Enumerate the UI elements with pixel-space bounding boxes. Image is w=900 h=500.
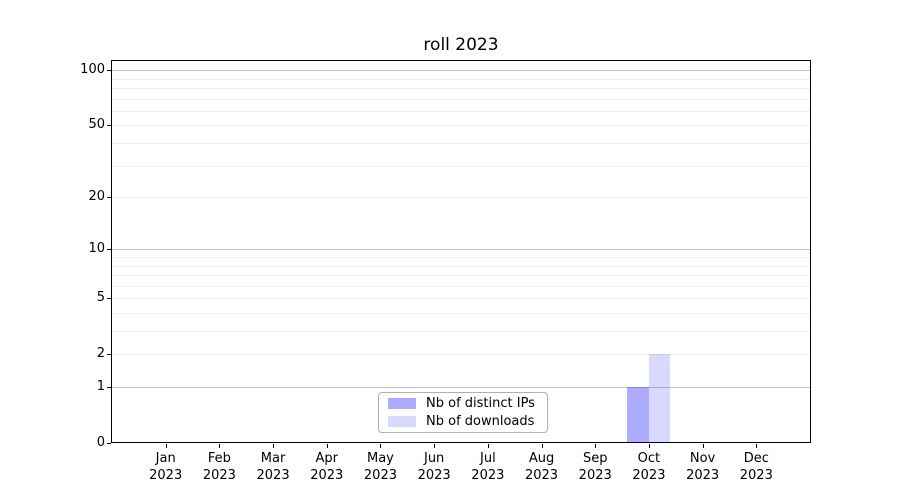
chart-title: roll 2023 <box>423 35 499 55</box>
x-tick-mark <box>756 444 758 448</box>
x-tick-year: 2023 <box>471 468 505 483</box>
gridline-minor <box>112 257 810 258</box>
x-tick-mark <box>326 444 328 448</box>
legend-swatch-downloads <box>388 416 416 427</box>
x-tick-label: May 2023 <box>340 450 420 484</box>
x-tick-label: Mar 2023 <box>233 450 313 484</box>
gridline-major <box>112 387 810 388</box>
y-tick-label: 5 <box>96 290 105 306</box>
legend-item: Nb of distinct IPs <box>388 396 538 411</box>
gridline-minor <box>112 197 810 199</box>
x-tick-month: Nov <box>689 451 716 466</box>
y-tick-label: 10 <box>88 241 105 257</box>
gridline-minor <box>112 88 810 90</box>
y-tick-mark <box>107 125 111 127</box>
y-tick-mark <box>107 70 111 72</box>
gridline-minor <box>112 98 810 100</box>
gridline-minor <box>112 110 810 112</box>
y-tick-mark <box>107 249 111 251</box>
legend-label: Nb of downloads <box>426 414 535 429</box>
x-tick-label: Jan 2023 <box>126 450 206 484</box>
x-tick-mark <box>219 444 221 448</box>
x-tick-month: Feb <box>207 451 231 466</box>
x-tick-month: Aug <box>528 451 555 466</box>
x-tick-year: 2023 <box>149 468 183 483</box>
x-tick-label: Jul 2023 <box>448 450 528 484</box>
x-tick-label: Apr 2023 <box>287 450 367 484</box>
y-tick-label: 100 <box>80 62 105 78</box>
x-tick-label: Sep 2023 <box>555 450 635 484</box>
x-tick-month: May <box>367 451 394 466</box>
x-tick-label: Oct 2023 <box>609 450 689 484</box>
gridline-minor <box>112 125 810 127</box>
x-tick-mark <box>273 444 275 448</box>
x-tick-year: 2023 <box>686 468 720 483</box>
x-tick-label: Nov 2023 <box>663 450 743 484</box>
x-tick-year: 2023 <box>256 468 290 483</box>
x-tick-year: 2023 <box>202 468 236 483</box>
x-tick-mark <box>702 444 704 448</box>
x-tick-label: Feb 2023 <box>179 450 259 484</box>
x-tick-month: Dec <box>743 451 769 466</box>
gridline-minor <box>112 265 810 267</box>
x-tick-mark <box>434 444 436 448</box>
y-tick-label: 0 <box>96 435 105 450</box>
x-tick-mark <box>380 444 382 448</box>
x-tick-month: Oct <box>637 451 661 466</box>
x-tick-month: Mar <box>260 451 286 466</box>
y-tick-label: 50 <box>88 117 105 133</box>
x-tick-year: 2023 <box>578 468 612 483</box>
gridline-minor <box>112 275 810 277</box>
gridline-major <box>112 249 810 251</box>
y-tick-mark <box>107 298 111 300</box>
legend-label: Nb of distinct IPs <box>426 396 535 411</box>
x-tick-month: Jul <box>480 451 496 466</box>
x-tick-mark <box>595 444 597 448</box>
x-tick-label: Aug 2023 <box>502 450 582 484</box>
gridline-minor <box>112 165 810 167</box>
x-tick-year: 2023 <box>632 468 666 483</box>
legend-item: Nb of downloads <box>388 414 538 429</box>
legend-swatch-distinct-ips <box>388 398 416 409</box>
legend: Nb of distinct IPs Nb of downloads <box>378 392 548 433</box>
x-tick-year: 2023 <box>739 468 773 483</box>
x-tick-mark <box>541 444 543 448</box>
y-tick-label: 20 <box>88 189 105 205</box>
x-tick-month: Jun <box>423 451 445 466</box>
x-tick-mark <box>165 444 167 448</box>
y-tick-label: 1 <box>96 379 105 394</box>
gridline-minor <box>112 331 810 333</box>
y-tick-mark <box>107 197 111 199</box>
x-tick-year: 2023 <box>417 468 451 483</box>
y-tick-mark <box>107 354 111 356</box>
bar-downloads <box>648 354 671 443</box>
plot-area <box>111 60 811 443</box>
gridline-major <box>112 70 810 72</box>
x-tick-mark <box>648 444 650 448</box>
x-tick-label: Jun 2023 <box>394 450 474 484</box>
y-tick-mark <box>107 443 111 444</box>
x-tick-month: Sep <box>582 451 608 466</box>
bar-distinct-ips <box>627 387 649 443</box>
gridline-minor <box>112 285 810 287</box>
gridline-minor <box>112 78 810 80</box>
x-tick-year: 2023 <box>524 468 559 483</box>
gridline-minor <box>112 354 810 356</box>
x-tick-year: 2023 <box>363 468 397 483</box>
x-tick-label: Dec 2023 <box>716 450 796 484</box>
gridline-minor <box>112 298 810 300</box>
x-tick-mark <box>487 444 489 448</box>
x-tick-year: 2023 <box>310 468 344 483</box>
gridline-minor <box>112 312 810 314</box>
y-tick-label: 2 <box>96 346 105 362</box>
gridline-minor <box>112 143 810 145</box>
y-tick-mark <box>107 387 111 388</box>
x-tick-month: Jan <box>155 451 176 466</box>
x-tick-month: Apr <box>315 451 339 466</box>
